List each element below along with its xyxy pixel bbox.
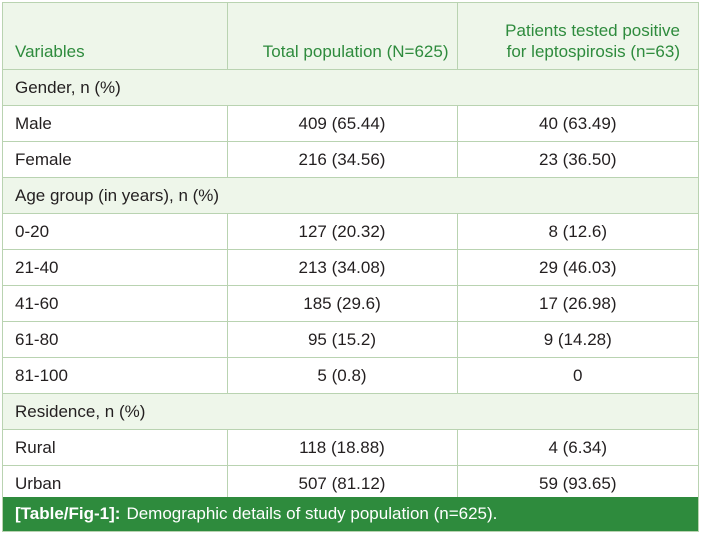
section-label: Residence, n (%) — [3, 393, 698, 430]
figure-caption: [Table/Fig-1]: Demographic details of st… — [3, 497, 698, 531]
header-variables: Variables — [3, 3, 228, 70]
table-row: Female 216 (34.56) 23 (36.50) — [3, 141, 698, 178]
header-total-population: Total population (N=625) — [227, 3, 458, 70]
table-row: 0-20 127 (20.32) 8 (12.6) — [3, 213, 698, 250]
demographics-table: Variables Total population (N=625) Patie… — [3, 3, 698, 502]
row-label: 0-20 — [3, 213, 228, 250]
table-section-row: Residence, n (%) — [3, 393, 698, 430]
table-row: 61-80 95 (15.2) 9 (14.28) — [3, 321, 698, 358]
table-section-row: Gender, n (%) — [3, 69, 698, 106]
table-row: Rural 118 (18.88) 4 (6.34) — [3, 429, 698, 466]
total-value: 95 (15.2) — [227, 321, 458, 358]
total-value: 213 (34.08) — [227, 249, 458, 286]
table-row: 81-100 5 (0.8) 0 — [3, 357, 698, 394]
table-row: 41-60 185 (29.6) 17 (26.98) — [3, 285, 698, 322]
row-label: Urban — [3, 465, 228, 502]
total-value: 185 (29.6) — [227, 285, 458, 322]
caption-text: Demographic details of study population … — [126, 504, 498, 523]
total-value: 127 (20.32) — [227, 213, 458, 250]
total-value: 5 (0.8) — [227, 357, 458, 394]
header-positive-line2: for leptospirosis (n=63) — [506, 42, 680, 61]
row-label: Male — [3, 105, 228, 142]
positive-value: 29 (46.03) — [457, 249, 698, 286]
caption-tag: [Table/Fig-1]: — [15, 504, 121, 523]
positive-value: 4 (6.34) — [457, 429, 698, 466]
table-row: Male 409 (65.44) 40 (63.49) — [3, 105, 698, 142]
table-body: Gender, n (%) Male 409 (65.44) 40 (63.49) Fe… — [3, 69, 698, 502]
row-label: 41-60 — [3, 285, 228, 322]
row-label: 61-80 — [3, 321, 228, 358]
row-label: Female — [3, 141, 228, 178]
total-value: 507 (81.12) — [227, 465, 458, 502]
row-label: 21-40 — [3, 249, 228, 286]
table-section-row: Age group (in years), n (%) — [3, 177, 698, 214]
total-value: 409 (65.44) — [227, 105, 458, 142]
table-header-row: Variables Total population (N=625) Patie… — [3, 3, 698, 70]
table-row: Urban 507 (81.12) 59 (93.65) — [3, 465, 698, 502]
header-positive-patients: Patients tested positive for leptospirosi… — [457, 3, 698, 70]
positive-value: 59 (93.65) — [457, 465, 698, 502]
positive-value: 8 (12.6) — [457, 213, 698, 250]
total-value: 216 (34.56) — [227, 141, 458, 178]
header-positive-line1: Patients tested positive — [505, 21, 680, 40]
table-row: 21-40 213 (34.08) 29 (46.03) — [3, 249, 698, 286]
positive-value: 23 (36.50) — [457, 141, 698, 178]
section-label: Age group (in years), n (%) — [3, 177, 698, 214]
positive-value: 17 (26.98) — [457, 285, 698, 322]
total-value: 118 (18.88) — [227, 429, 458, 466]
section-label: Gender, n (%) — [3, 69, 698, 106]
row-label: 81-100 — [3, 357, 228, 394]
positive-value: 40 (63.49) — [457, 105, 698, 142]
positive-value: 9 (14.28) — [457, 321, 698, 358]
row-label: Rural — [3, 429, 228, 466]
positive-value: 0 — [457, 357, 698, 394]
